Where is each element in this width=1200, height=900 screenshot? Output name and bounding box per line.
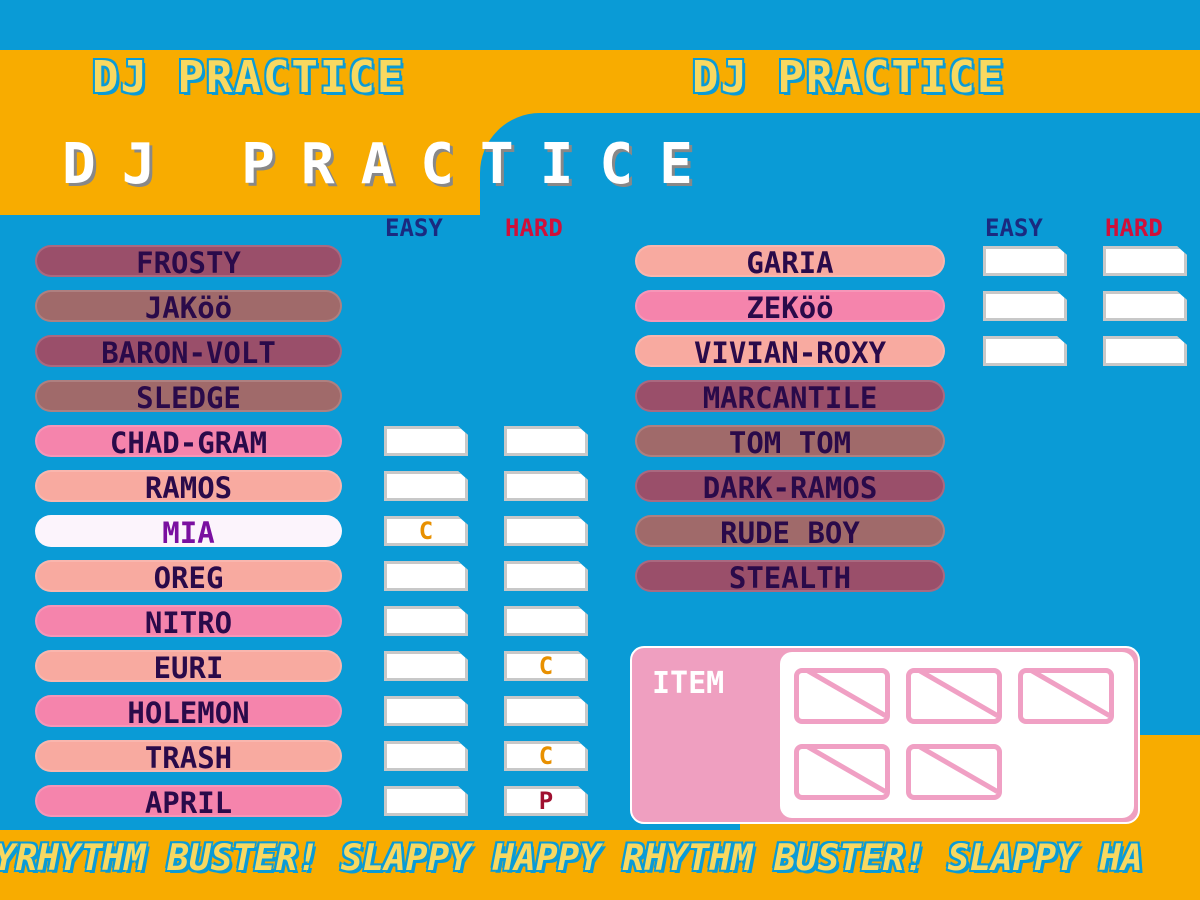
hard-grade-box: P	[504, 786, 588, 816]
easy-grade-box	[384, 471, 468, 501]
character-trash[interactable]: TRASH	[35, 740, 342, 774]
item-label: ITEM	[652, 666, 725, 701]
item-panel: ITEM	[630, 646, 1140, 824]
footer-scroll-text: YRHYTHM BUSTER! SLAPPY HAPPY RHYTHM BUST…	[0, 838, 1143, 879]
character-frosty[interactable]: FROSTY	[35, 245, 342, 279]
hard-grade-box	[504, 471, 588, 501]
hard-grade-box	[504, 561, 588, 591]
character-nitro[interactable]: NITRO	[35, 605, 342, 639]
banner-text: DJ PRACTICE	[92, 52, 406, 103]
hard-grade-box	[504, 696, 588, 726]
easy-grade-box	[384, 606, 468, 636]
character-sledge[interactable]: SLEDGE	[35, 380, 342, 414]
easy-grade-box	[983, 246, 1067, 276]
banner-text: DJ PRACTICE	[692, 52, 1006, 103]
hard-grade-box	[1103, 336, 1187, 366]
character-rude-boy[interactable]: RUDE BOY	[635, 515, 945, 549]
character-mia[interactable]: MIA	[35, 515, 342, 549]
hard-grade-box	[1103, 246, 1187, 276]
easy-grade-box	[384, 741, 468, 771]
item-slots-area	[780, 652, 1134, 818]
character-jak-[interactable]: JAKöö	[35, 290, 342, 324]
character-vivian-roxy[interactable]: VIVIAN-ROXY	[635, 335, 945, 369]
character-tom-tom[interactable]: TOM TOM	[635, 425, 945, 459]
title-tab	[480, 113, 1200, 223]
character-baron-volt[interactable]: BARON-VOLT	[35, 335, 342, 369]
item-slot-empty[interactable]	[906, 744, 1002, 800]
item-slot-empty[interactable]	[794, 668, 890, 724]
easy-grade-box: C	[384, 516, 468, 546]
easy-header: EASY	[385, 214, 443, 242]
character-stealth[interactable]: STEALTH	[635, 560, 945, 594]
page-title: DJ PRACTICE	[62, 132, 719, 197]
easy-grade-box	[384, 426, 468, 456]
hard-header: HARD	[1105, 214, 1163, 242]
character-april[interactable]: APRIL	[35, 785, 342, 819]
item-slot-empty[interactable]	[1018, 668, 1114, 724]
character-ramos[interactable]: RAMOS	[35, 470, 342, 504]
bottom-band	[0, 830, 1200, 900]
hard-header: HARD	[505, 214, 563, 242]
hard-grade-box	[1103, 291, 1187, 321]
character-garia[interactable]: GARIA	[635, 245, 945, 279]
item-slot-empty[interactable]	[906, 668, 1002, 724]
hard-grade-box	[504, 516, 588, 546]
hard-grade-box	[504, 606, 588, 636]
character-zek-[interactable]: ZEKöö	[635, 290, 945, 324]
easy-grade-box	[983, 336, 1067, 366]
item-slot-empty[interactable]	[794, 744, 890, 800]
character-oreg[interactable]: OREG	[35, 560, 342, 594]
easy-grade-box	[384, 561, 468, 591]
hard-grade-box: C	[504, 651, 588, 681]
character-holemon[interactable]: HOLEMON	[35, 695, 342, 729]
character-euri[interactable]: EURI	[35, 650, 342, 684]
character-marcantile[interactable]: MARCANTILE	[635, 380, 945, 414]
easy-grade-box	[384, 696, 468, 726]
hard-grade-box: C	[504, 741, 588, 771]
easy-grade-box	[983, 291, 1067, 321]
easy-grade-box	[384, 786, 468, 816]
character-dark-ramos[interactable]: DARK-RAMOS	[635, 470, 945, 504]
easy-header: EASY	[985, 214, 1043, 242]
character-chad-gram[interactable]: CHAD-GRAM	[35, 425, 342, 459]
hard-grade-box	[504, 426, 588, 456]
easy-grade-box	[384, 651, 468, 681]
